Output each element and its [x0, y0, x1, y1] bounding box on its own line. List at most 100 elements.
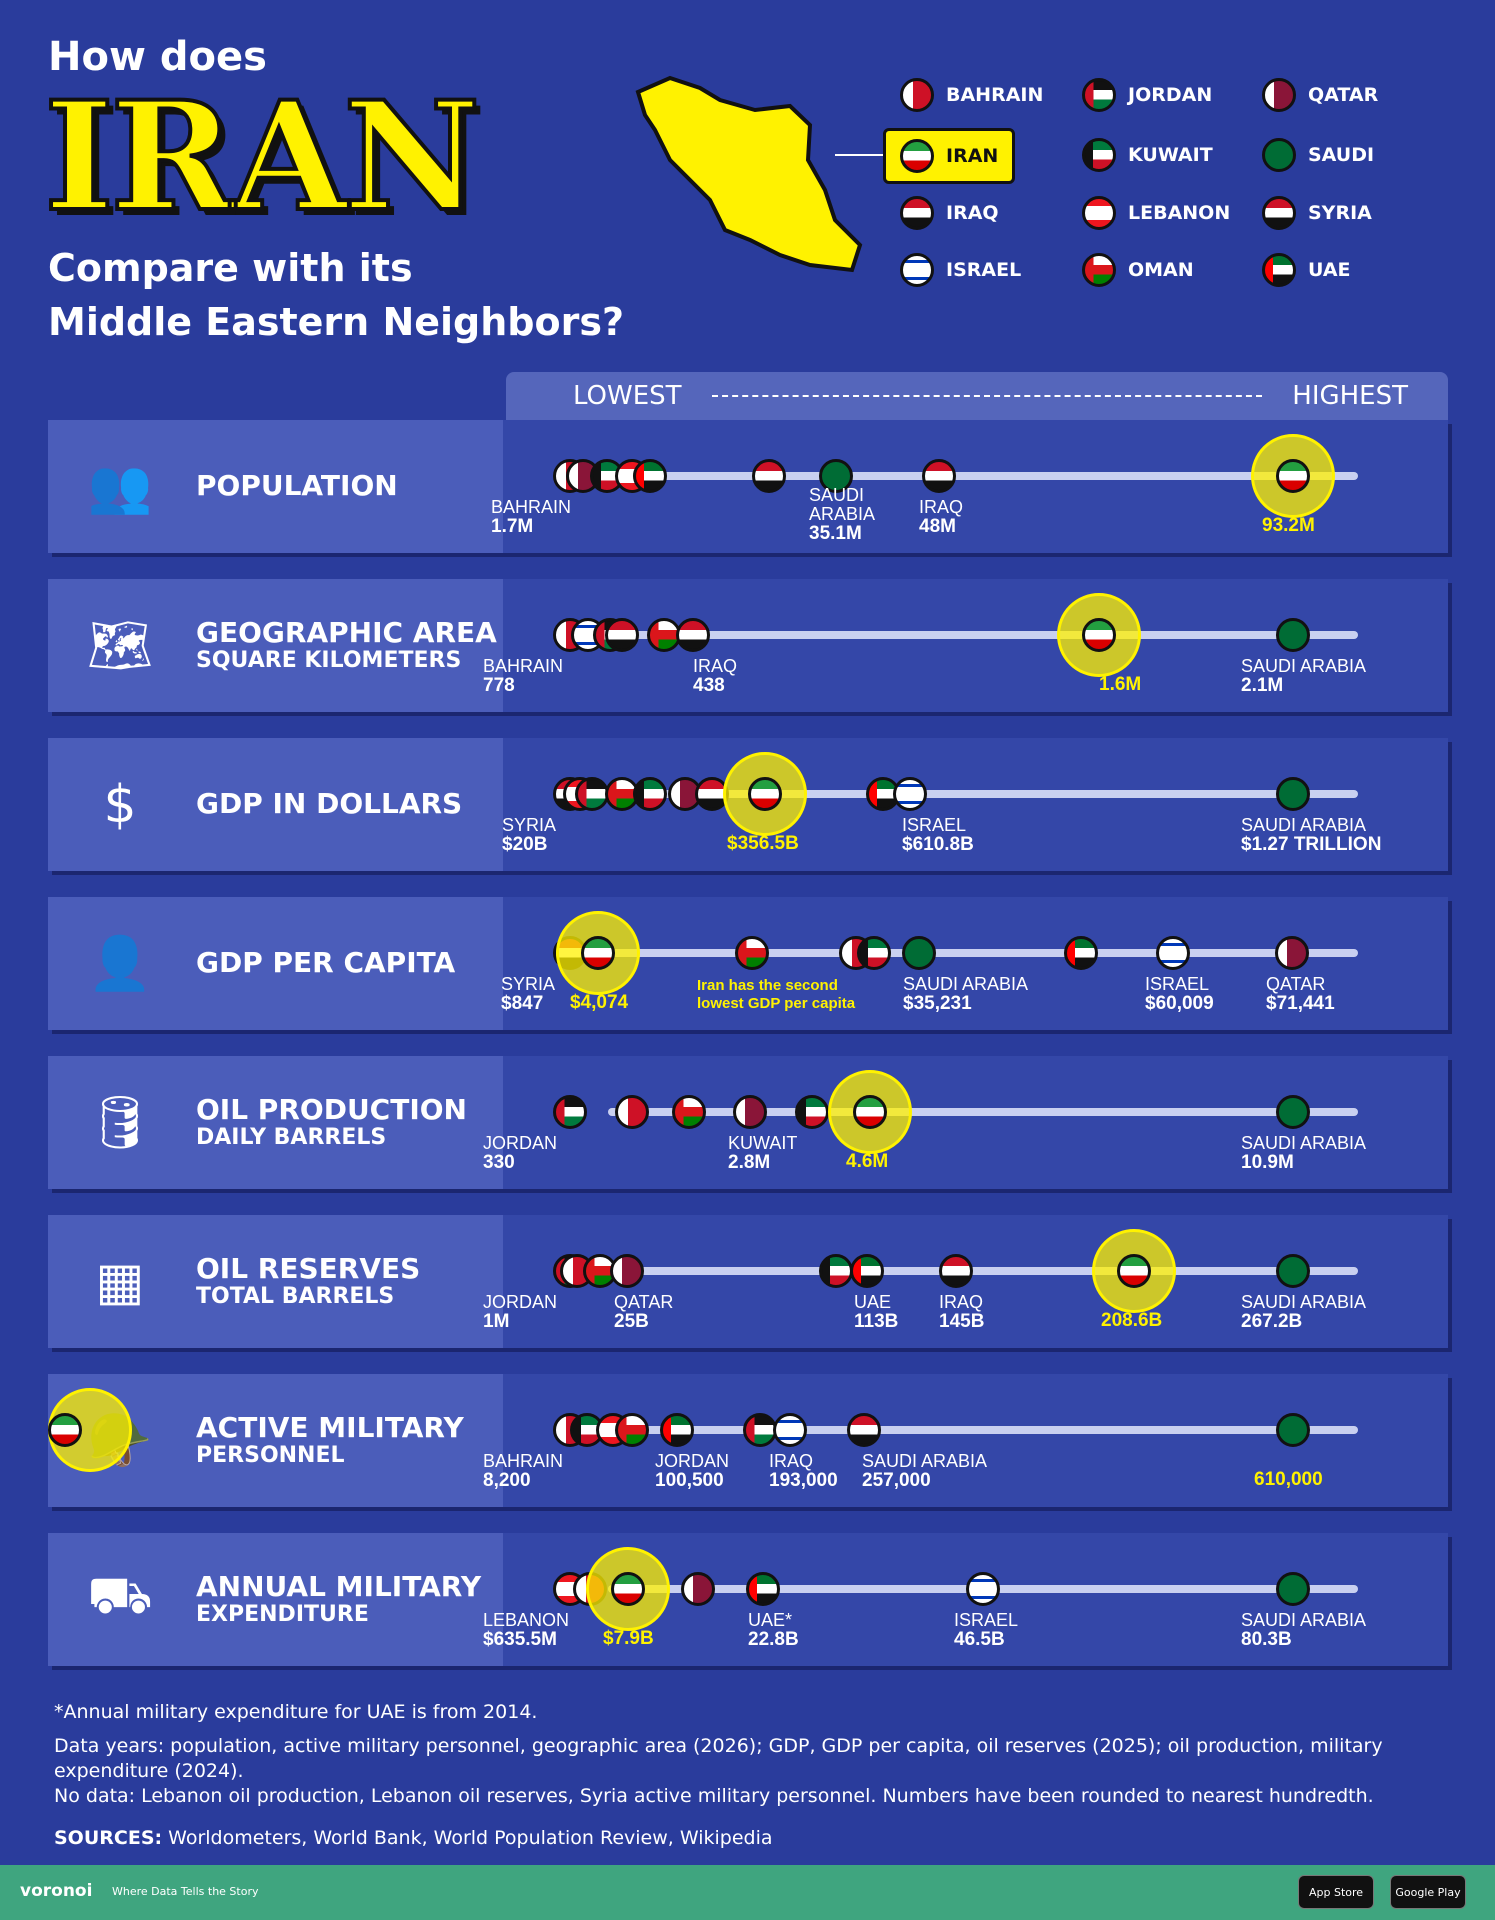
metric-label: ⛟ ANNUAL MILITARY EXPENDITURE: [48, 1533, 503, 1666]
footnote-years: Data years: population, active military …: [54, 1735, 1383, 1782]
value-label: 93.2M: [1262, 516, 1315, 536]
syria-flag-icon: [1262, 196, 1296, 230]
country-name: SYRIA: [502, 815, 557, 835]
metric-row: $ GDP IN DOLLARS SYRIA $20B $356.5B ISRAEL $61…: [48, 738, 1448, 871]
value: 778: [483, 674, 515, 696]
kuwait-flag-marker: [633, 777, 667, 811]
metric-subtitle: TOTAL BARRELS: [196, 1284, 395, 1310]
sources: SOURCES: Worldometers, World Bank, World…: [54, 1826, 1394, 1851]
country-name: ISRAEL: [902, 815, 967, 835]
israel-flag-marker: [893, 777, 927, 811]
value-label: ISRAEL $60,009: [1145, 975, 1214, 1014]
qatar-flag-marker: [733, 1095, 767, 1129]
saudi-flag-marker: [1276, 618, 1310, 652]
legend-item-oman: OMAN: [1082, 253, 1194, 287]
country-name: BAHRAIN: [483, 1451, 564, 1471]
country-name: ISRAEL: [954, 1610, 1019, 1630]
value: 610,000: [1254, 1469, 1323, 1490]
footer-bar: voronoi Where Data Tells the Story App S…: [0, 1865, 1495, 1920]
country-name: IRAQ: [693, 656, 738, 676]
legend-label: OMAN: [1128, 259, 1194, 281]
saudi-flag-marker: [1276, 1572, 1310, 1606]
value: 208.6B: [1101, 1310, 1163, 1331]
app-store-button[interactable]: App Store: [1298, 1875, 1374, 1909]
value-label: JORDAN 100,500: [655, 1452, 729, 1491]
scale-track: [608, 1267, 1358, 1275]
legend-item-kuwait: KUWAIT: [1082, 138, 1213, 172]
saudi-flag-marker: [1276, 1413, 1310, 1447]
metric-subtitle: EXPENDITURE: [196, 1602, 369, 1628]
iran-flag-icon: [900, 139, 934, 173]
metric-icon: 🗺: [86, 616, 153, 676]
metric-title: OIL RESERVES: [196, 1251, 421, 1285]
highest-label: HIGHEST: [1292, 381, 1408, 411]
lebanon-flag-icon: [1082, 196, 1116, 230]
country-name: LEBANON: [483, 1610, 570, 1630]
uae-flag-marker: [633, 459, 667, 493]
bahrain-flag-marker: [615, 1095, 649, 1129]
oman-flag-icon: [1082, 253, 1116, 287]
oman-flag-marker: [672, 1095, 706, 1129]
value: $35,231: [903, 992, 972, 1014]
jordan-flag-marker: [575, 777, 609, 811]
scale-track: [608, 1426, 1358, 1434]
iran-flag-marker: [1082, 618, 1116, 652]
value-label: SYRIA $20B: [502, 816, 556, 855]
value-label: LEBANON $635.5M: [483, 1611, 569, 1650]
value: 25B: [614, 1310, 649, 1332]
saudi-flag-marker: [1276, 777, 1310, 811]
value: 145B: [939, 1310, 985, 1332]
value-label: SAUDI ARABIA 257,000: [862, 1452, 987, 1491]
israel-flag-marker: [966, 1572, 1000, 1606]
legend-item-qatar: QATAR: [1262, 78, 1378, 112]
value-label: IRAQ 193,000: [769, 1452, 838, 1491]
israel-flag-icon: [900, 253, 934, 287]
footnote-asterisk: *Annual military expenditure for UAE is …: [54, 1701, 538, 1723]
metric-title: ACTIVE MILITARY: [196, 1410, 464, 1444]
legend-label: IRAN: [946, 145, 999, 167]
country-name: SAUDI ARABIA: [1241, 1610, 1367, 1630]
value: 1M: [483, 1310, 510, 1332]
metric-subtitle: SQUARE KILOMETERS: [196, 648, 462, 674]
legend-item-uae: UAE: [1262, 253, 1351, 287]
value-label: SAUDI ARABIA 2.1M: [1241, 657, 1366, 696]
israel-flag-marker: [1156, 936, 1190, 970]
kuwait-flag-marker: [795, 1095, 829, 1129]
qatar-flag-icon: [1262, 78, 1296, 112]
bahrain-flag-icon: [900, 78, 934, 112]
value: $610.8B: [902, 833, 974, 855]
metric-label: 👤 GDP PER CAPITA: [48, 897, 503, 1030]
country-name: ISRAEL: [1145, 974, 1210, 994]
value: $1.27 TRILLION: [1241, 833, 1382, 855]
legend-label: SAUDI: [1308, 144, 1375, 166]
saudi-flag-marker: [819, 459, 853, 493]
uae-flag-marker: [746, 1572, 780, 1606]
value: 22.8B: [748, 1628, 799, 1650]
value: 100,500: [655, 1469, 724, 1491]
sources-label: SOURCES:: [54, 1827, 163, 1849]
value: 4.6M: [846, 1151, 889, 1172]
country-name: SAUDI ARABIA: [903, 974, 1029, 994]
oman-flag-marker: [583, 1254, 617, 1288]
value-label: BAHRAIN 778: [483, 657, 563, 696]
value: 8,200: [483, 1469, 531, 1491]
scale-track: [608, 1108, 1358, 1116]
legend-item-iran: IRAN: [883, 128, 1016, 184]
country-name: SYRIA: [501, 974, 556, 994]
scale-track: [608, 472, 1358, 480]
metric-title: POPULATION: [196, 469, 398, 503]
value-label: SAUDI ARABIA 267.2B: [1241, 1293, 1366, 1332]
value: $7.9B: [603, 1628, 654, 1649]
google-play-button[interactable]: Google Play: [1390, 1875, 1466, 1909]
value: 2.1M: [1241, 674, 1284, 696]
value: $635.5M: [483, 1628, 557, 1650]
title-line3: Middle Eastern Neighbors?: [48, 300, 625, 344]
lowest-label: LOWEST: [573, 381, 682, 411]
metric-row: ▦ OIL RESERVES TOTAL BARRELS JORDAN 1M QATAR 2…: [48, 1215, 1448, 1348]
country-name: BAHRAIN: [483, 656, 564, 676]
metric-title: OIL PRODUCTION: [196, 1092, 467, 1126]
metric-row: ⛟ ANNUAL MILITARY EXPENDITURE LEBANON $635.5…: [48, 1533, 1448, 1666]
uae-flag-marker: [850, 1254, 884, 1288]
legend-item-iraq: IRAQ: [900, 196, 999, 230]
oman-flag-marker: [615, 1413, 649, 1447]
